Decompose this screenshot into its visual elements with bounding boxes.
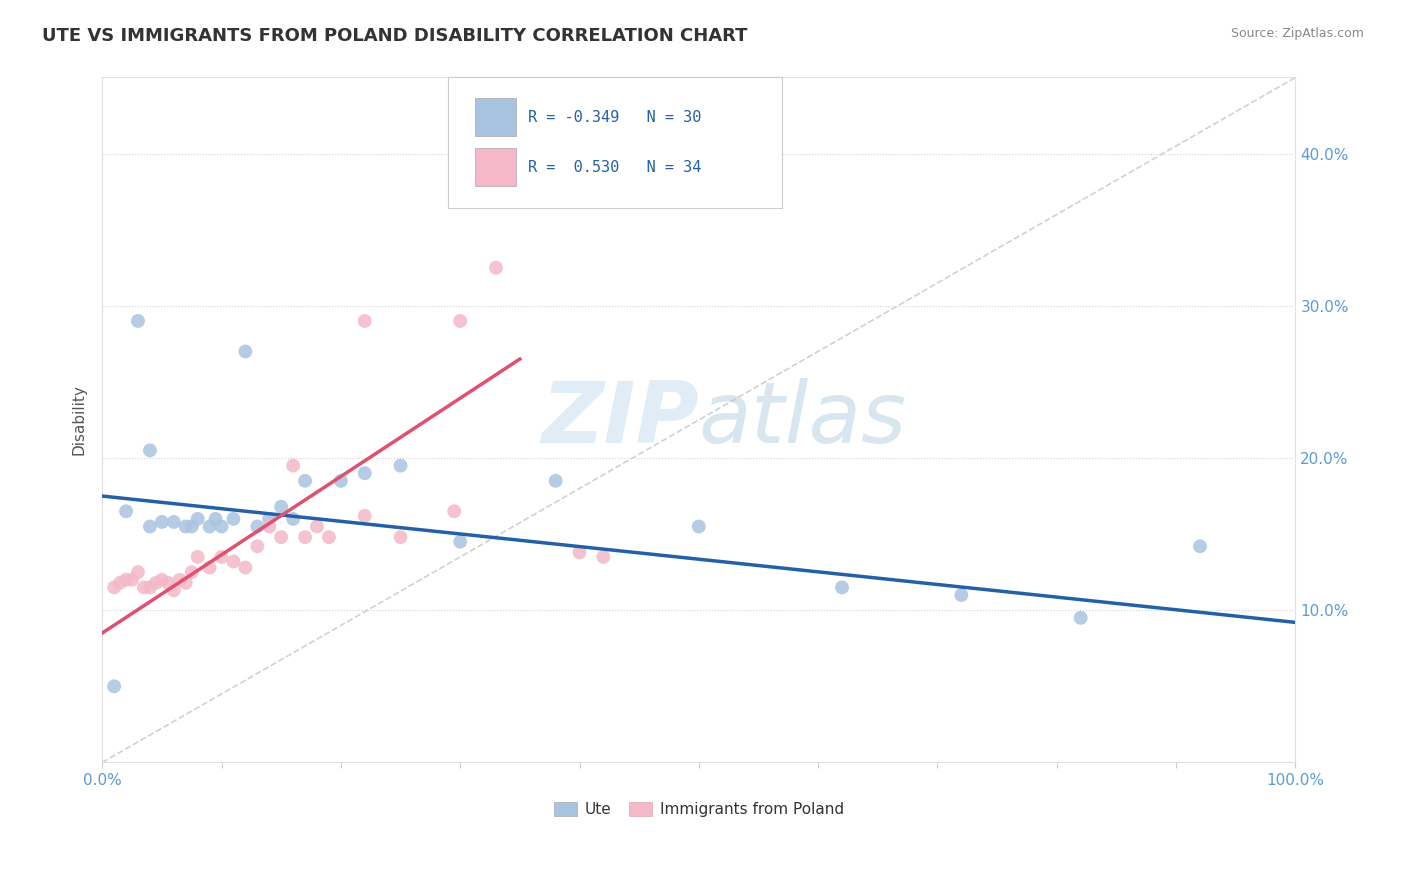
Point <box>145 575 167 590</box>
Point <box>259 512 281 526</box>
Point <box>139 580 162 594</box>
Point <box>169 573 191 587</box>
Text: UTE VS IMMIGRANTS FROM POLAND DISABILITY CORRELATION CHART: UTE VS IMMIGRANTS FROM POLAND DISABILITY… <box>42 27 748 45</box>
Text: ZIP: ZIP <box>541 378 699 461</box>
Point <box>353 467 375 481</box>
Point <box>204 512 226 526</box>
Point <box>115 504 138 518</box>
Point <box>156 575 179 590</box>
Point <box>246 519 269 533</box>
Point <box>132 580 155 594</box>
Point <box>198 519 221 533</box>
Point <box>592 549 614 564</box>
Bar <box>474 98 516 136</box>
Point <box>449 314 471 328</box>
Point <box>318 530 340 544</box>
Point <box>180 565 202 579</box>
Point <box>187 512 209 526</box>
Point <box>389 530 412 544</box>
Point <box>180 519 202 533</box>
Point <box>150 515 173 529</box>
Point <box>174 519 197 533</box>
Point <box>115 573 138 587</box>
Point <box>235 560 257 574</box>
Point <box>246 539 269 553</box>
Point <box>449 534 471 549</box>
Point <box>281 512 304 526</box>
Point <box>389 458 412 473</box>
Point <box>163 515 186 529</box>
FancyBboxPatch shape <box>449 78 782 208</box>
Point <box>174 575 197 590</box>
Point <box>329 474 352 488</box>
Point <box>568 545 591 559</box>
Point <box>127 565 149 579</box>
Point <box>544 474 567 488</box>
Point <box>150 573 173 587</box>
Legend: Ute, Immigrants from Poland: Ute, Immigrants from Poland <box>547 796 851 823</box>
Point <box>139 519 162 533</box>
Bar <box>474 148 516 186</box>
Point <box>485 260 508 275</box>
Point <box>270 530 292 544</box>
Point <box>688 519 710 533</box>
Text: R = -0.349   N = 30: R = -0.349 N = 30 <box>529 110 702 125</box>
Point <box>103 580 125 594</box>
Point <box>294 530 316 544</box>
Text: R =  0.530   N = 34: R = 0.530 N = 34 <box>529 161 702 176</box>
Point <box>353 508 375 523</box>
Point <box>270 500 292 514</box>
Point <box>198 560 221 574</box>
Point <box>281 458 304 473</box>
Point <box>163 583 186 598</box>
Point <box>294 474 316 488</box>
Point <box>443 504 465 518</box>
Point <box>222 554 245 568</box>
Point <box>139 443 162 458</box>
Point <box>305 519 328 533</box>
Text: Source: ZipAtlas.com: Source: ZipAtlas.com <box>1230 27 1364 40</box>
Point <box>211 519 233 533</box>
Point <box>1188 539 1211 553</box>
Point <box>108 575 131 590</box>
Y-axis label: Disability: Disability <box>72 384 86 456</box>
Point <box>187 549 209 564</box>
Point <box>103 679 125 693</box>
Point <box>222 512 245 526</box>
Point <box>127 314 149 328</box>
Point <box>211 549 233 564</box>
Point <box>353 314 375 328</box>
Point <box>950 588 973 602</box>
Point <box>235 344 257 359</box>
Point <box>1070 611 1092 625</box>
Text: atlas: atlas <box>699 378 907 461</box>
Point <box>831 580 853 594</box>
Point <box>121 573 143 587</box>
Point <box>259 519 281 533</box>
